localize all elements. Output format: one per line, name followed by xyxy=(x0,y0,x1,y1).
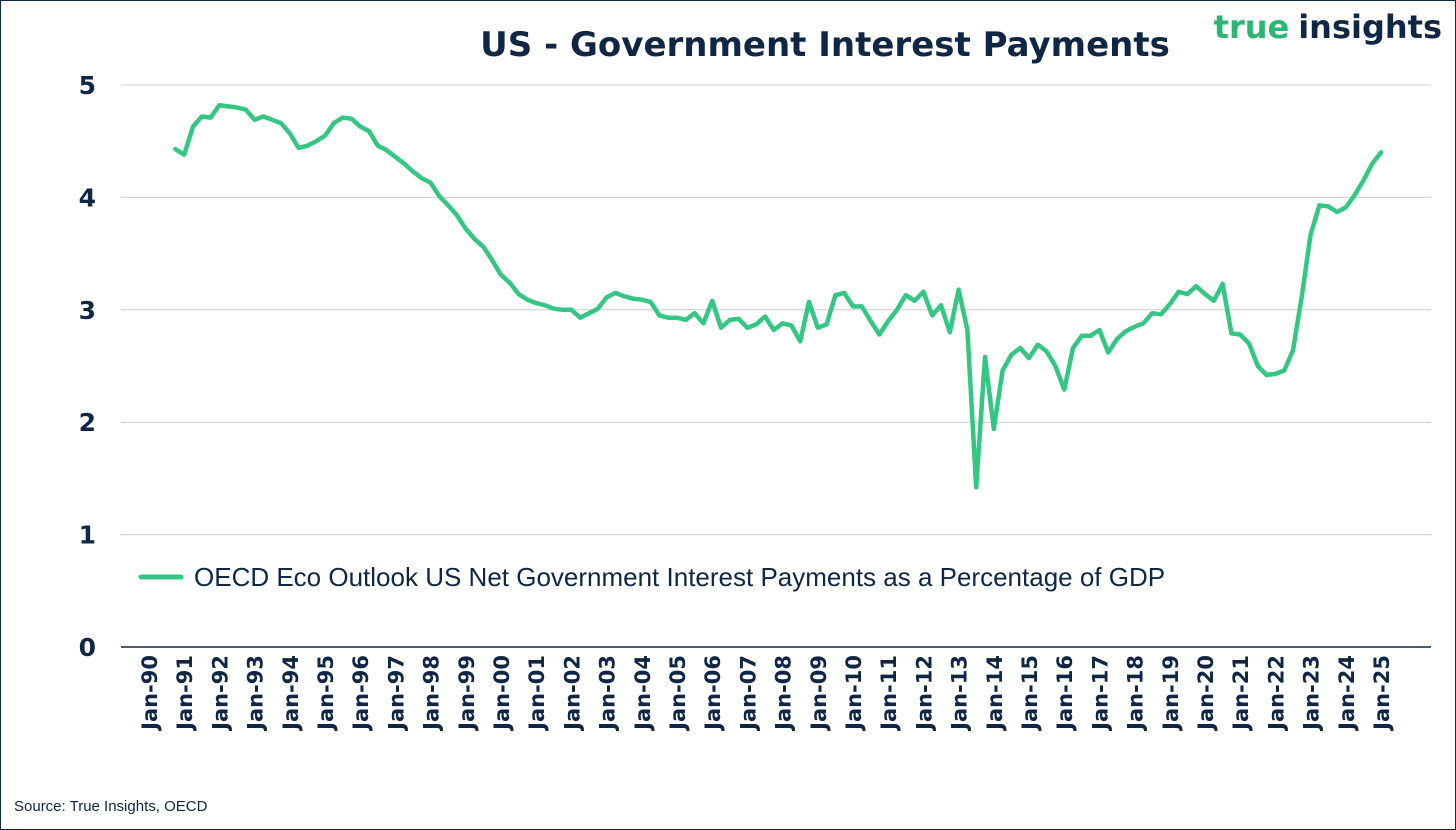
brand-logo: true insights xyxy=(1214,8,1442,46)
x-tick-label: Jan-94 xyxy=(279,655,303,732)
x-tick-label: Jan-22 xyxy=(1264,655,1288,732)
x-tick-label: Jan-19 xyxy=(1159,655,1183,732)
gridlines xyxy=(121,84,1431,648)
x-tick-label: Jan-20 xyxy=(1194,655,1218,732)
brand-word-true: true xyxy=(1214,8,1290,46)
x-tick-label: Jan-97 xyxy=(384,655,408,732)
x-tick-label: Jan-10 xyxy=(842,655,866,732)
y-axis-ticks: 0 1 2 3 4 5 xyxy=(79,71,96,662)
y-tick-label: 0 xyxy=(79,633,96,662)
y-tick-label: 5 xyxy=(79,71,96,100)
x-tick-label: Jan-93 xyxy=(244,655,268,732)
x-tick-label: Jan-21 xyxy=(1229,655,1253,732)
y-tick-label: 2 xyxy=(79,408,96,437)
x-tick-label: Jan-18 xyxy=(1124,655,1148,732)
x-tick-label: Jan-13 xyxy=(948,655,972,732)
x-tick-label: Jan-00 xyxy=(490,655,514,732)
series-layer xyxy=(173,102,1384,490)
x-tick-label: Jan-15 xyxy=(1018,655,1042,732)
x-tick-label: Jan-02 xyxy=(560,655,584,732)
y-tick-label: 4 xyxy=(79,183,96,212)
x-tick-label: Jan-01 xyxy=(525,655,549,732)
chart-title: US - Government Interest Payments xyxy=(480,25,1170,65)
legend: OECD Eco Outlook US Net Government Inter… xyxy=(138,562,1165,592)
legend-label: OECD Eco Outlook US Net Government Inter… xyxy=(194,562,1165,592)
x-tick-label: Jan-99 xyxy=(455,655,479,732)
x-tick-label: Jan-91 xyxy=(173,655,197,732)
x-tick-label: Jan-95 xyxy=(314,655,338,732)
x-tick-label: Jan-90 xyxy=(138,655,162,732)
x-tick-label: Jan-17 xyxy=(1088,655,1112,732)
x-tick-label: Jan-05 xyxy=(666,655,690,732)
x-tick-label: Jan-11 xyxy=(877,655,901,732)
y-tick-label: 1 xyxy=(79,521,96,550)
x-tick-label: Jan-96 xyxy=(349,655,373,732)
x-tick-label: Jan-07 xyxy=(736,655,760,732)
y-tick-label: 3 xyxy=(79,296,96,325)
x-tick-label: Jan-16 xyxy=(1053,655,1077,732)
x-tick-label: Jan-24 xyxy=(1335,655,1359,732)
x-axis-ticks: Jan-90 Jan-91 Jan-92 Jan-93 Jan-94 Jan-95 Jan-… xyxy=(138,655,1394,732)
brand-word-insights: insights xyxy=(1298,8,1442,46)
x-tick-label: Jan-04 xyxy=(631,655,655,732)
x-tick-label: Jan-98 xyxy=(420,655,444,732)
x-tick-label: Jan-03 xyxy=(596,655,620,732)
x-tick-label: Jan-25 xyxy=(1370,655,1394,732)
x-tick-label: Jan-06 xyxy=(701,655,725,732)
x-tick-label: Jan-14 xyxy=(983,655,1007,732)
source-note: Source: True Insights, OECD xyxy=(14,798,208,815)
x-tick-label: Jan-09 xyxy=(807,655,831,732)
x-tick-label: Jan-92 xyxy=(208,655,232,732)
x-tick-label: Jan-23 xyxy=(1300,655,1324,732)
x-tick-label: Jan-12 xyxy=(912,655,936,732)
x-tick-label: Jan-08 xyxy=(772,655,796,732)
series-line xyxy=(173,102,1384,490)
